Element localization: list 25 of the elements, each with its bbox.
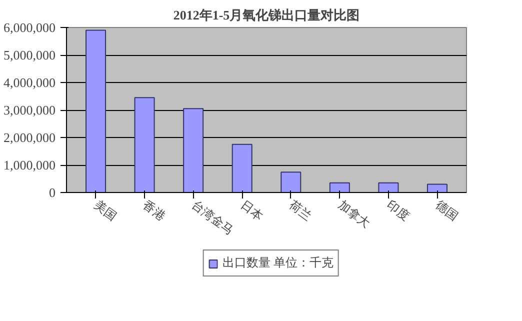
x-tick-label: 美国: [92, 198, 120, 224]
bar: [426, 184, 448, 192]
chart-title: 2012年1-5月氧化锑出口量对比图: [173, 8, 360, 22]
bar: [134, 97, 155, 192]
bar: [378, 182, 399, 192]
x-tick-label: 荷兰: [286, 198, 314, 224]
x-tick-label: 加拿大: [336, 198, 373, 230]
bar: [183, 108, 204, 192]
y-tick-label: 5,000,000: [4, 48, 56, 62]
bar: [232, 144, 252, 192]
x-tick-label: 德国: [433, 198, 461, 224]
y-tick-label: 3,000,000: [4, 102, 56, 118]
legend-label: 出口数量 单位：千克: [222, 254, 334, 272]
y-tick-label: 0: [49, 185, 56, 200]
x-tick-label: 台湾金马: [189, 198, 236, 238]
y-tick-label: 6,000,000: [4, 20, 56, 35]
bar: [86, 30, 106, 192]
y-tick-label: 1,000,000: [4, 158, 56, 172]
y-tick-label: 2,000,000: [4, 130, 56, 145]
x-tick-label: 日本: [238, 198, 266, 224]
x-tick-label: 香港: [140, 198, 168, 224]
bar: [329, 182, 350, 192]
x-tick-label: 印度: [384, 198, 412, 224]
bar: [280, 172, 302, 192]
y-tick-label: 4,000,000: [4, 75, 56, 90]
